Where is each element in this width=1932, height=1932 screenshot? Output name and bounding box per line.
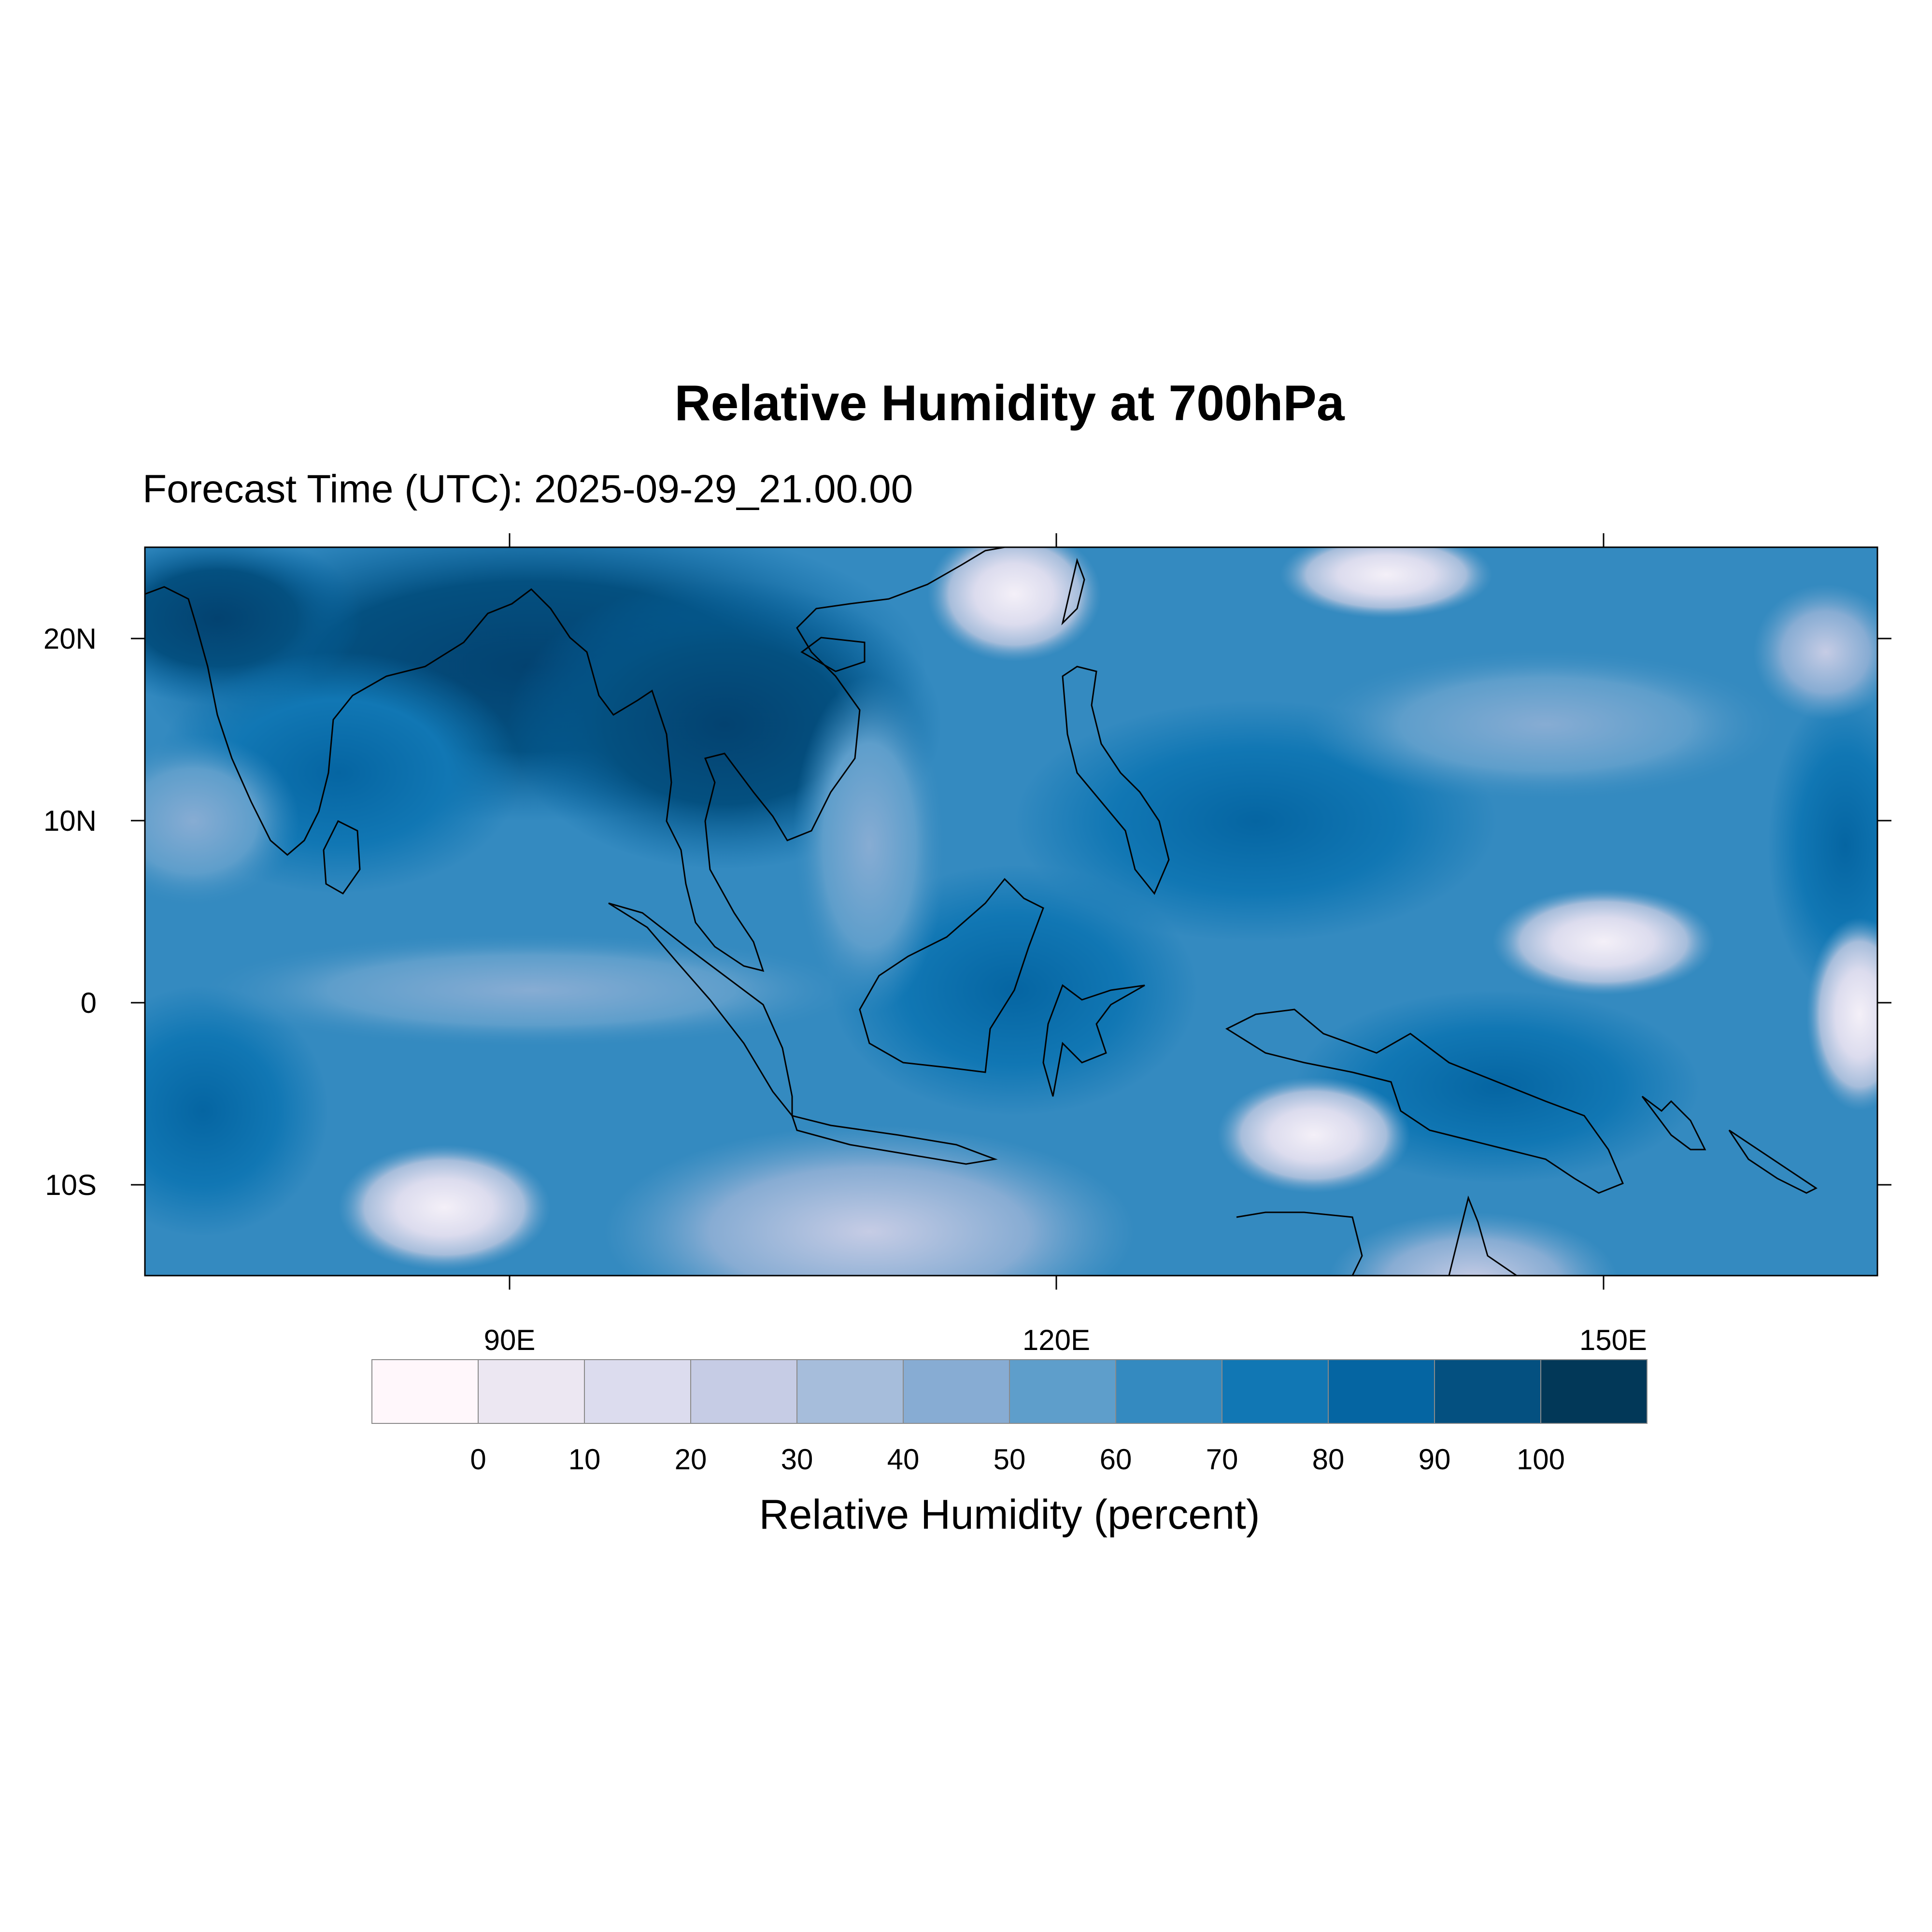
colorbar-tick-label: 80 (1312, 1443, 1345, 1476)
colorbar-swatch (690, 1359, 797, 1424)
humidity-field (145, 547, 1877, 1276)
lon-label-120e: 120E (1023, 1324, 1090, 1356)
lon-label-90e: 90E (484, 1324, 536, 1356)
colorbar-tick-label: 40 (887, 1443, 920, 1476)
plot-title: Relative Humidity at 700hPa (674, 375, 1345, 431)
colorbar-tick-label: 100 (1517, 1443, 1565, 1476)
colorbar-tick-label: 90 (1419, 1443, 1451, 1476)
colorbar-tick-label: 20 (675, 1443, 707, 1476)
lat-label-10n: 10N (43, 805, 97, 837)
colorbar-tick-label: 10 (568, 1443, 601, 1476)
colorbar-swatch (903, 1359, 1010, 1424)
lat-label-0: 0 (81, 987, 97, 1019)
colorbar-tick-labels: 0 10 20 30 40 50 60 70 80 90 100 (470, 1443, 1565, 1476)
map-frame (144, 546, 1878, 1277)
longitude-labels: 90E 120E 150E (484, 1324, 1647, 1356)
lon-label-150e: 150E (1579, 1324, 1647, 1356)
colorbar-swatch (1540, 1359, 1648, 1424)
lat-label-10s: 10S (45, 1169, 97, 1201)
colorbar-swatches (371, 1359, 1648, 1424)
colorbar-tick-label: 70 (1206, 1443, 1238, 1476)
latitude-labels: 20N 10N 0 10S (43, 623, 97, 1201)
colorbar-swatch (584, 1359, 691, 1424)
forecast-time-subtitle: Forecast Time (UTC): 2025-09-29_21.00.00 (142, 467, 913, 511)
colorbar-swatch (371, 1359, 479, 1424)
lat-label-20n: 20N (43, 623, 97, 655)
colorbar-swatch (1434, 1359, 1541, 1424)
colorbar-swatch (1222, 1359, 1329, 1424)
colorbar-swatch (1328, 1359, 1435, 1424)
colorbar: 0 10 20 30 40 50 60 70 80 90 100 Relative Humidity… (371, 1359, 1648, 1538)
coastlines (145, 547, 1818, 1276)
colorbar-tick-label: 50 (994, 1443, 1026, 1476)
colorbar-swatch (478, 1359, 585, 1424)
colorbar-swatch (1009, 1359, 1116, 1424)
colorbar-label: Relative Humidity (percent) (759, 1492, 1260, 1538)
colorbar-tick-label: 0 (470, 1443, 486, 1476)
colorbar-swatch (796, 1359, 904, 1424)
colorbar-tick-label: 30 (781, 1443, 813, 1476)
map-ticks (131, 533, 1891, 1290)
colorbar-tick-label: 60 (1100, 1443, 1132, 1476)
colorbar-swatch (1115, 1359, 1222, 1424)
